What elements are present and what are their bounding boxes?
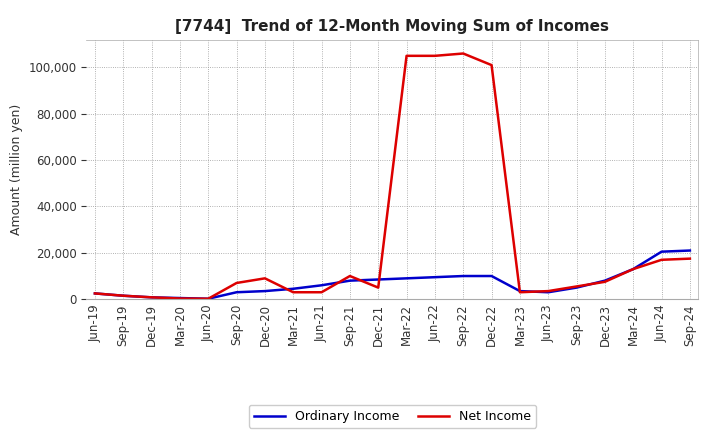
Net Income xyxy=(431,53,439,59)
Ordinary Income xyxy=(289,286,297,291)
Net Income xyxy=(261,276,269,281)
Ordinary Income xyxy=(318,282,326,288)
Net Income xyxy=(346,273,354,279)
Legend: Ordinary Income, Net Income: Ordinary Income, Net Income xyxy=(248,405,536,428)
Ordinary Income xyxy=(431,275,439,280)
Ordinary Income xyxy=(402,276,411,281)
Ordinary Income xyxy=(346,278,354,283)
Ordinary Income xyxy=(516,289,524,294)
Ordinary Income xyxy=(600,278,609,283)
Net Income xyxy=(459,51,467,56)
Ordinary Income xyxy=(544,290,552,295)
Net Income xyxy=(204,296,212,301)
Net Income xyxy=(289,290,297,295)
Ordinary Income xyxy=(487,273,496,279)
Ordinary Income xyxy=(119,293,127,298)
Y-axis label: Amount (million yen): Amount (million yen) xyxy=(10,104,23,235)
Ordinary Income xyxy=(374,277,382,282)
Ordinary Income xyxy=(176,295,184,301)
Net Income xyxy=(516,290,524,295)
Ordinary Income xyxy=(148,295,156,300)
Net Income xyxy=(233,280,241,286)
Net Income xyxy=(148,295,156,300)
Net Income xyxy=(487,62,496,68)
Ordinary Income xyxy=(261,289,269,294)
Net Income xyxy=(402,53,411,59)
Ordinary Income xyxy=(629,267,637,272)
Ordinary Income xyxy=(233,290,241,295)
Title: [7744]  Trend of 12-Month Moving Sum of Incomes: [7744] Trend of 12-Month Moving Sum of I… xyxy=(176,19,609,34)
Ordinary Income xyxy=(459,273,467,279)
Ordinary Income xyxy=(657,249,666,254)
Net Income xyxy=(544,289,552,294)
Net Income xyxy=(600,279,609,284)
Ordinary Income xyxy=(91,291,99,296)
Ordinary Income xyxy=(685,248,694,253)
Net Income xyxy=(176,296,184,301)
Net Income xyxy=(572,284,581,289)
Ordinary Income xyxy=(572,285,581,290)
Net Income xyxy=(374,285,382,290)
Net Income xyxy=(91,291,99,296)
Net Income xyxy=(657,257,666,262)
Ordinary Income xyxy=(204,296,212,301)
Line: Net Income: Net Income xyxy=(95,54,690,299)
Line: Ordinary Income: Ordinary Income xyxy=(95,250,690,299)
Net Income xyxy=(318,290,326,295)
Net Income xyxy=(119,293,127,298)
Net Income xyxy=(629,267,637,272)
Net Income xyxy=(685,256,694,261)
